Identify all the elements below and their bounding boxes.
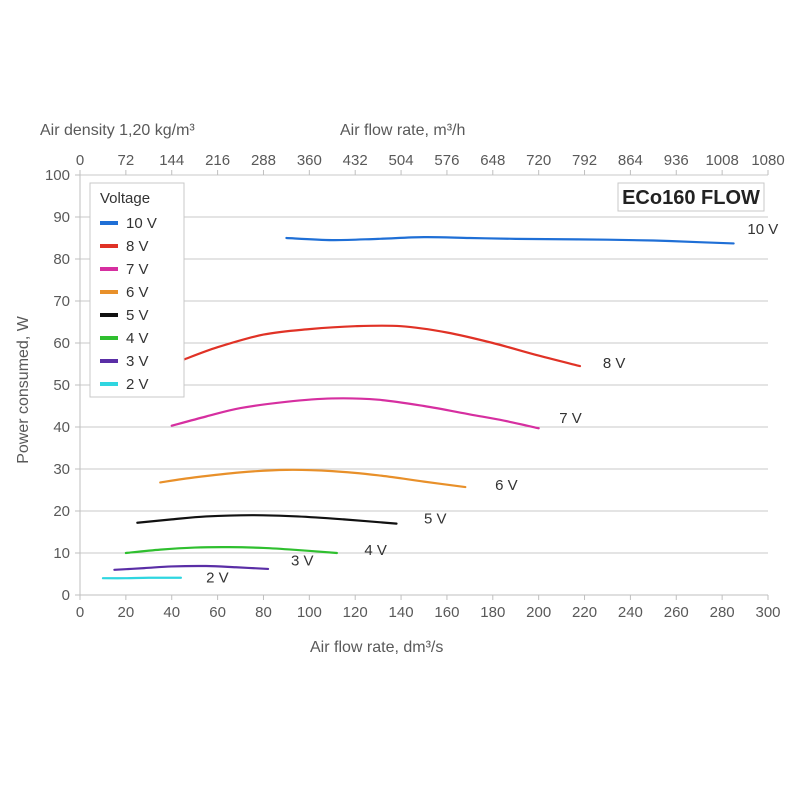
legend-item-label: 7 V [126, 261, 149, 278]
series-label-6v: 6 V [495, 477, 518, 494]
power-vs-flow-chart: 0204060801001201401601802002202402602803… [0, 0, 800, 800]
x-top-tick-label: 360 [297, 152, 322, 169]
legend-title: Voltage [100, 190, 150, 207]
air-density-label: Air density 1,20 kg/m³ [40, 122, 195, 139]
legend-item-label: 10 V [126, 215, 157, 232]
y-tick-label: 50 [53, 377, 70, 394]
legend-swatch [100, 221, 118, 225]
y-tick-label: 10 [53, 545, 70, 562]
legend-swatch [100, 313, 118, 317]
x-top-tick-label: 0 [76, 152, 84, 169]
x-tick-label: 20 [118, 604, 135, 621]
x-top-tick-label: 720 [526, 152, 551, 169]
x-top-tick-label: 792 [572, 152, 597, 169]
x-top-tick-label: 1008 [705, 152, 738, 169]
x-top-tick-label: 504 [389, 152, 414, 169]
x-tick-label: 60 [209, 604, 226, 621]
y-tick-label: 80 [53, 251, 70, 268]
series-label-2v: 2 V [206, 569, 229, 586]
x-tick-label: 140 [389, 604, 414, 621]
series-label-3v: 3 V [291, 553, 314, 570]
legend-item-label: 5 V [126, 307, 149, 324]
x-tick-label: 280 [710, 604, 735, 621]
x-top-tick-label: 648 [480, 152, 505, 169]
y-tick-label: 70 [53, 293, 70, 310]
legend-item-label: 4 V [126, 330, 149, 347]
x-tick-label: 80 [255, 604, 272, 621]
series-label-10v: 10 V [747, 221, 778, 238]
legend-swatch [100, 336, 118, 340]
x-tick-label: 220 [572, 604, 597, 621]
x-top-axis-label: Air flow rate, m³/h [340, 122, 465, 139]
y-tick-label: 40 [53, 419, 70, 436]
legend-swatch [100, 290, 118, 294]
chart-title: ECo160 FLOW [622, 187, 760, 209]
y-tick-label: 90 [53, 209, 70, 226]
x-top-tick-label: 144 [159, 152, 184, 169]
x-tick-label: 40 [163, 604, 180, 621]
series-label-5v: 5 V [424, 511, 447, 528]
x-top-tick-label: 1080 [751, 152, 784, 169]
legend-swatch [100, 382, 118, 386]
x-bottom-axis-label: Air flow rate, dm³/s [310, 639, 443, 656]
series-label-8v: 8 V [603, 355, 626, 372]
x-tick-label: 160 [434, 604, 459, 621]
x-tick-label: 100 [297, 604, 322, 621]
y-tick-label: 100 [45, 167, 70, 184]
x-tick-label: 180 [480, 604, 505, 621]
legend-item-label: 3 V [126, 353, 149, 370]
y-tick-label: 0 [62, 587, 70, 604]
legend-item-label: 2 V [126, 376, 149, 393]
x-top-tick-label: 576 [434, 152, 459, 169]
x-tick-label: 300 [755, 604, 780, 621]
y-tick-label: 30 [53, 461, 70, 478]
y-tick-label: 20 [53, 503, 70, 520]
y-tick-label: 60 [53, 335, 70, 352]
legend-swatch [100, 244, 118, 248]
y-axis-label: Power consumed, W [15, 315, 32, 464]
x-top-tick-label: 288 [251, 152, 276, 169]
x-top-tick-label: 216 [205, 152, 230, 169]
x-top-tick-label: 72 [118, 152, 135, 169]
x-top-tick-label: 432 [343, 152, 368, 169]
series-label-7v: 7 V [559, 410, 582, 427]
legend-item-label: 6 V [126, 284, 149, 301]
x-tick-label: 260 [664, 604, 689, 621]
legend-swatch [100, 267, 118, 271]
x-tick-label: 120 [343, 604, 368, 621]
series-label-4v: 4 V [364, 542, 387, 559]
legend-item-label: 8 V [126, 238, 149, 255]
x-tick-label: 200 [526, 604, 551, 621]
legend-swatch [100, 359, 118, 363]
x-tick-label: 240 [618, 604, 643, 621]
x-tick-label: 0 [76, 604, 84, 621]
x-top-tick-label: 936 [664, 152, 689, 169]
x-top-tick-label: 864 [618, 152, 643, 169]
